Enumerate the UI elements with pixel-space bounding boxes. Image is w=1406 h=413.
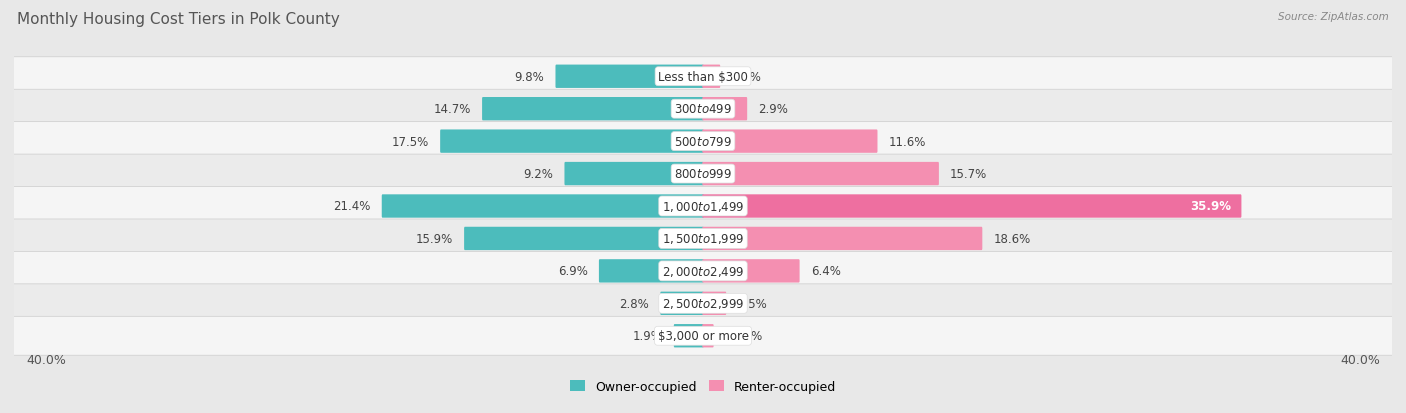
Text: Source: ZipAtlas.com: Source: ZipAtlas.com bbox=[1278, 12, 1389, 22]
Text: 6.9%: 6.9% bbox=[558, 265, 588, 278]
FancyBboxPatch shape bbox=[555, 65, 704, 89]
FancyBboxPatch shape bbox=[702, 259, 800, 283]
Text: 40.0%: 40.0% bbox=[27, 353, 66, 366]
Text: 2.8%: 2.8% bbox=[619, 297, 650, 310]
FancyBboxPatch shape bbox=[702, 98, 747, 121]
Legend: Owner-occupied, Renter-occupied: Owner-occupied, Renter-occupied bbox=[565, 375, 841, 398]
FancyBboxPatch shape bbox=[661, 292, 704, 315]
Text: 14.7%: 14.7% bbox=[433, 103, 471, 116]
FancyBboxPatch shape bbox=[702, 324, 714, 348]
FancyBboxPatch shape bbox=[13, 219, 1393, 258]
Text: $500 to $799: $500 to $799 bbox=[673, 135, 733, 148]
Text: 9.8%: 9.8% bbox=[515, 71, 544, 83]
Text: 21.4%: 21.4% bbox=[333, 200, 371, 213]
Text: $1,000 to $1,499: $1,000 to $1,499 bbox=[662, 199, 744, 214]
Text: 18.6%: 18.6% bbox=[994, 233, 1031, 245]
Text: $1,500 to $1,999: $1,500 to $1,999 bbox=[662, 232, 744, 246]
FancyBboxPatch shape bbox=[464, 227, 704, 251]
Text: 15.9%: 15.9% bbox=[416, 233, 453, 245]
Text: 1.5%: 1.5% bbox=[738, 297, 768, 310]
Text: Monthly Housing Cost Tiers in Polk County: Monthly Housing Cost Tiers in Polk Count… bbox=[17, 12, 340, 27]
Text: $2,500 to $2,999: $2,500 to $2,999 bbox=[662, 297, 744, 311]
Text: $800 to $999: $800 to $999 bbox=[673, 168, 733, 180]
Text: $2,000 to $2,499: $2,000 to $2,499 bbox=[662, 264, 744, 278]
FancyBboxPatch shape bbox=[702, 130, 877, 154]
Text: 40.0%: 40.0% bbox=[1340, 353, 1379, 366]
Text: Less than $300: Less than $300 bbox=[658, 71, 748, 83]
FancyBboxPatch shape bbox=[482, 98, 704, 121]
Text: 9.2%: 9.2% bbox=[523, 168, 553, 180]
FancyBboxPatch shape bbox=[13, 316, 1393, 355]
Text: $300 to $499: $300 to $499 bbox=[673, 103, 733, 116]
Text: 1.9%: 1.9% bbox=[633, 330, 662, 342]
Text: 11.6%: 11.6% bbox=[889, 135, 927, 148]
Text: 6.4%: 6.4% bbox=[811, 265, 841, 278]
FancyBboxPatch shape bbox=[13, 187, 1393, 226]
Text: 2.9%: 2.9% bbox=[758, 103, 789, 116]
FancyBboxPatch shape bbox=[702, 292, 727, 315]
FancyBboxPatch shape bbox=[599, 259, 704, 283]
FancyBboxPatch shape bbox=[564, 162, 704, 186]
FancyBboxPatch shape bbox=[702, 162, 939, 186]
FancyBboxPatch shape bbox=[702, 227, 983, 251]
FancyBboxPatch shape bbox=[702, 65, 720, 89]
FancyBboxPatch shape bbox=[13, 284, 1393, 323]
FancyBboxPatch shape bbox=[13, 122, 1393, 161]
Text: 0.66%: 0.66% bbox=[725, 330, 762, 342]
Text: 35.9%: 35.9% bbox=[1191, 200, 1232, 213]
FancyBboxPatch shape bbox=[13, 90, 1393, 129]
Text: 17.5%: 17.5% bbox=[392, 135, 429, 148]
Text: 1.1%: 1.1% bbox=[731, 71, 761, 83]
Text: 15.7%: 15.7% bbox=[950, 168, 987, 180]
FancyBboxPatch shape bbox=[382, 195, 704, 218]
FancyBboxPatch shape bbox=[673, 324, 704, 348]
FancyBboxPatch shape bbox=[13, 58, 1393, 97]
FancyBboxPatch shape bbox=[13, 155, 1393, 194]
FancyBboxPatch shape bbox=[13, 252, 1393, 291]
FancyBboxPatch shape bbox=[702, 195, 1241, 218]
FancyBboxPatch shape bbox=[440, 130, 704, 154]
Text: $3,000 or more: $3,000 or more bbox=[658, 330, 748, 342]
